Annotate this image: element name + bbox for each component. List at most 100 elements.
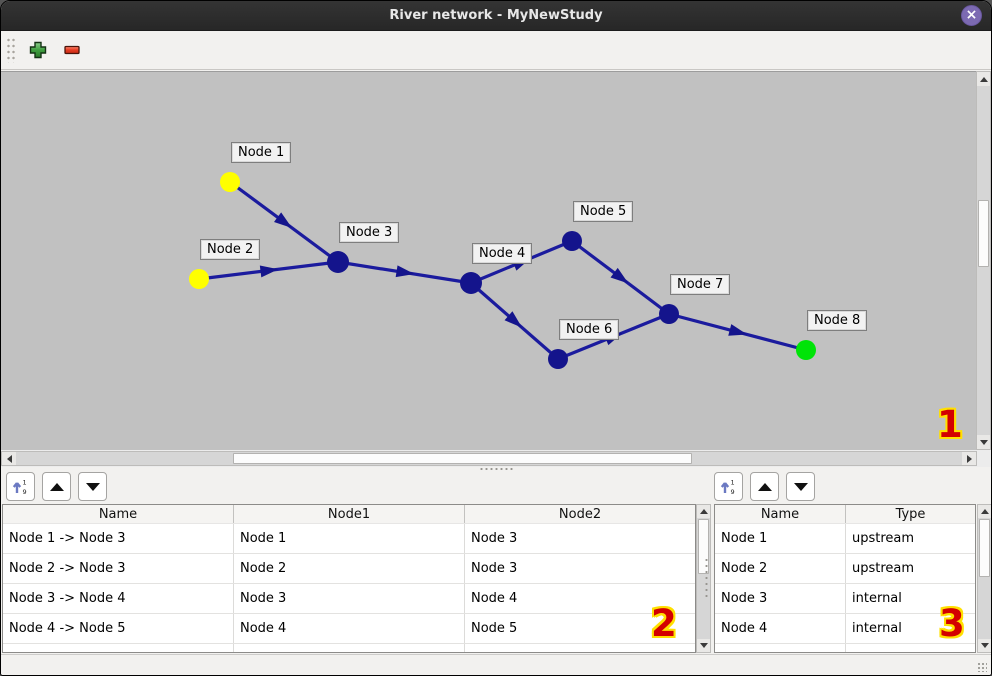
node-node-8[interactable] [796, 340, 816, 360]
connections-header-row: Name Node1 Node2 [3, 505, 695, 524]
node-label[interactable]: Node 8 [807, 310, 868, 331]
table-cell[interactable]: Node 3 [471, 531, 518, 546]
connections-table-vscrollbar[interactable] [696, 504, 711, 653]
toolbar-drag-handle[interactable] [6, 37, 16, 63]
node-node-5[interactable] [562, 231, 582, 251]
table-row[interactable]: Node 2 -> Node 3 Node 2 Node 3 [3, 554, 695, 584]
nodes-table-vscrollbar[interactable] [977, 504, 991, 653]
svg-text:1: 1 [731, 479, 735, 487]
scroll-left-button[interactable] [2, 452, 16, 465]
table-cell[interactable]: Node 4 [715, 614, 846, 643]
connections-scroll-thumb[interactable] [698, 519, 709, 574]
node-label[interactable]: Node 6 [559, 319, 620, 340]
table-cell[interactable]: internal [852, 621, 902, 636]
table-splitter-handle[interactable] [704, 557, 709, 599]
table-cell[interactable]: Node 1 -> Node 3 [3, 524, 234, 553]
node-node-6[interactable] [548, 349, 568, 369]
canvas-vscrollbar[interactable] [976, 71, 991, 450]
table-cell[interactable]: Node 3 [715, 584, 846, 613]
move-up-button[interactable] [750, 472, 779, 501]
move-down-button[interactable] [786, 472, 815, 501]
node-node-3[interactable] [327, 251, 349, 273]
move-up-button[interactable] [42, 472, 71, 501]
svg-text:9: 9 [731, 488, 735, 495]
table-cell[interactable]: Node 4 [234, 614, 465, 643]
table-row[interactable]: Node 1 -> Node 3 Node 1 Node 3 [3, 524, 695, 554]
node-node-1[interactable] [220, 172, 240, 192]
column-header[interactable]: Name [3, 505, 234, 523]
scroll-up-button[interactable] [697, 505, 710, 518]
table-cell[interactable]: Node 1 [715, 524, 846, 553]
nodes-scroll-thumb[interactable] [979, 519, 990, 577]
column-header[interactable]: Type [895, 506, 926, 522]
sort-button[interactable]: 1 9 [6, 472, 35, 501]
table-row[interactable]: Node 1 upstream [715, 524, 975, 554]
table-cell[interactable]: Node 2 [234, 554, 465, 583]
edge-arrow-icon [395, 265, 415, 278]
node-node-4[interactable] [460, 272, 482, 294]
minus-icon [64, 45, 80, 55]
table-cell[interactable]: Node 4 [471, 591, 518, 606]
add-node-button[interactable] [24, 36, 52, 64]
arrow-up-icon [979, 76, 988, 82]
table-cell[interactable] [234, 644, 465, 652]
table-cell[interactable]: Node 3 [471, 561, 518, 576]
table-cell[interactable] [465, 644, 695, 652]
table-row[interactable]: Node 3 -> Node 4 Node 3 Node 4 [3, 584, 695, 614]
table-cell[interactable]: upstream [852, 561, 915, 576]
column-header[interactable]: Name [715, 505, 846, 523]
table-cell[interactable]: Node 1 [234, 524, 465, 553]
connections-table[interactable]: Name Node1 Node2 Node 1 -> Node 3 Node 1 Node… [2, 504, 696, 653]
scroll-up-button[interactable] [978, 505, 991, 518]
move-down-button[interactable] [78, 472, 107, 501]
arrow-down-icon [699, 643, 708, 648]
table-cell[interactable]: Node 5 [471, 621, 518, 636]
column-header[interactable]: Node1 [234, 505, 465, 523]
table-cell[interactable] [846, 644, 975, 652]
scroll-down-button[interactable] [978, 639, 991, 652]
node-label[interactable]: Node 7 [670, 274, 731, 295]
table-row[interactable]: Node 4 -> Node 5 Node 4 Node 5 [3, 614, 695, 644]
pane-splitter-handle[interactable] [479, 467, 515, 471]
node-node-2[interactable] [189, 269, 209, 289]
table-cell[interactable] [3, 644, 234, 652]
node-label[interactable]: Node 1 [231, 142, 292, 163]
network-canvas[interactable]: Node 1 Node 2 Node 3 Node 4 Node 5 Node 6 Node… [1, 71, 977, 450]
svg-text:1: 1 [23, 479, 27, 487]
scroll-up-button[interactable] [977, 72, 990, 86]
table-cell[interactable]: Node 3 [234, 584, 465, 613]
sort-button[interactable]: 1 9 [714, 472, 743, 501]
edge-arrow-icon [274, 212, 293, 228]
canvas-hscrollbar[interactable] [1, 451, 977, 466]
scroll-down-button[interactable] [977, 435, 990, 449]
table-cell[interactable]: internal [852, 591, 902, 606]
scroll-right-button[interactable] [962, 452, 976, 465]
table-cell[interactable]: Node 2 [715, 554, 846, 583]
canvas-hscroll-thumb[interactable] [233, 453, 692, 464]
table-cell[interactable]: Node 3 -> Node 4 [3, 584, 234, 613]
table-row[interactable]: Node 2 upstream [715, 554, 975, 584]
arrow-up-icon [980, 509, 989, 514]
column-header[interactable]: Node2 [558, 506, 602, 522]
nodes-table[interactable]: Name Type Node 1 upstream Node 2 upstream Node… [714, 504, 976, 653]
remove-node-button[interactable] [58, 36, 86, 64]
node-label[interactable]: Node 2 [200, 239, 261, 260]
table-row[interactable] [3, 644, 695, 652]
resize-grip[interactable] [977, 662, 987, 672]
table-cell[interactable]: Node 4 -> Node 5 [3, 614, 234, 643]
table-row[interactable]: Node 3 internal [715, 584, 975, 614]
table-cell[interactable] [715, 644, 846, 652]
node-label[interactable]: Node 3 [339, 222, 400, 243]
svg-text:9: 9 [23, 488, 27, 495]
node-label[interactable]: Node 4 [472, 243, 533, 264]
canvas-vscroll-thumb[interactable] [978, 200, 989, 267]
close-button[interactable]: × [961, 5, 982, 26]
table-row[interactable]: Node 4 internal [715, 614, 975, 644]
table-row[interactable] [715, 644, 975, 652]
node-label[interactable]: Node 5 [573, 201, 634, 222]
node-node-7[interactable] [659, 304, 679, 324]
table-cell[interactable]: upstream [852, 531, 915, 546]
scroll-down-button[interactable] [697, 639, 710, 652]
table-cell[interactable]: Node 2 -> Node 3 [3, 554, 234, 583]
nodes-toolbar: 1 9 [714, 472, 815, 501]
